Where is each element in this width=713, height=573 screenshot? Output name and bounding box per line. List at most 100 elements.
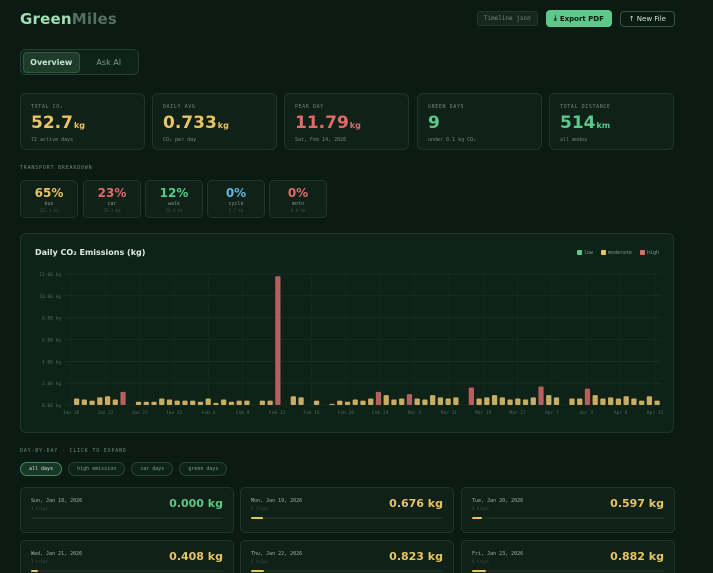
tab-ask-ai[interactable]: Ask AI <box>96 57 122 67</box>
chart-bar <box>507 399 513 405</box>
export-pdf-label: Export PDF <box>559 14 604 23</box>
filter-green-days[interactable]: green days <box>179 462 228 476</box>
chart-bar <box>174 400 180 405</box>
chart-bar <box>546 395 552 405</box>
chart-bar <box>290 396 296 405</box>
chart-bar <box>360 400 366 405</box>
stat-number: 514 <box>560 113 596 133</box>
stat-sub: all modes <box>560 137 588 143</box>
day-card[interactable]: Sun, Jan 18, 2026 1 trips 0.000 kg <box>20 487 234 533</box>
day-progress-track <box>31 517 223 519</box>
chart-bar <box>654 400 660 405</box>
day-card[interactable]: Fri, Jan 23, 2026 6 trips 0.882 kg <box>461 540 675 573</box>
filter-high-emission[interactable]: high emission <box>68 462 126 476</box>
day-kg: 0.882 kg <box>610 550 664 563</box>
x-tick-label: Apr 7 <box>545 410 559 416</box>
mode-card-moto: 0% moto 0.8 km <box>269 180 327 218</box>
x-tick-label: Feb 20 <box>338 410 355 416</box>
tab-overview[interactable]: Overview <box>23 51 80 73</box>
day-progress-fill <box>251 570 265 572</box>
mode-name: cycle <box>228 201 244 207</box>
day-date: Sun, Jan 18, 2026 <box>31 498 83 504</box>
chart-bar <box>166 399 173 405</box>
chart-bar <box>221 399 227 405</box>
day-card[interactable]: Tue, Jan 20, 2026 4 trips 0.597 kg <box>461 487 675 533</box>
chart-bar <box>112 399 118 405</box>
stat-number: 52.7 <box>31 113 73 133</box>
chart-bar <box>515 398 521 405</box>
day-progress-fill <box>472 570 487 572</box>
stat-value: 514km <box>560 114 663 135</box>
chart-bar <box>244 400 250 405</box>
mode-name: car <box>107 201 117 207</box>
day-card[interactable]: Thu, Jan 22, 2026 5 trips 0.823 kg <box>240 540 454 573</box>
chart-bar <box>89 400 95 405</box>
legend-swatch <box>600 250 606 255</box>
chart-bar <box>73 398 80 405</box>
chart-bar <box>577 398 583 405</box>
stat-unit: km <box>596 121 611 130</box>
day-kg: 0.597 kg <box>610 497 664 510</box>
chart-bar <box>135 401 142 405</box>
new-file-button[interactable]: ↑ New File <box>619 10 675 27</box>
y-tick-label: 4.00 kg <box>42 359 61 365</box>
chart-bar <box>205 398 211 405</box>
stat-value: 11.79kg <box>295 114 398 135</box>
stat-label: TOTAL CO₂ <box>31 104 64 110</box>
chart-bar <box>646 396 653 405</box>
mode-name: moto <box>291 201 305 207</box>
chart-bar <box>584 388 591 405</box>
stat-card-daily-avg: DAILY AVG 0.733kg CO₂ per day <box>152 93 277 150</box>
daily-emissions-chart-card: Daily CO₂ Emissions (kg) low moderate hi… <box>20 233 674 433</box>
emissions-bar-chart: 0.00 kg 2.00 kg 4.00 kg 6.00 kg 8.00 kg 10.00… <box>39 272 663 416</box>
chart-bar <box>368 398 374 405</box>
x-tick-label: Feb 4 <box>202 410 216 416</box>
app-logo: GreenMiles <box>20 10 117 28</box>
mode-card-cycle: 0% cycle 1.7 km <box>207 180 265 218</box>
day-card[interactable]: Wed, Jan 21, 2026 3 trips 0.408 kg <box>20 540 234 573</box>
day-date: Mon, Jan 19, 2026 <box>251 498 303 504</box>
stat-unit: kg <box>217 121 229 130</box>
x-tick-label: Mar 19 <box>475 410 492 416</box>
chart-bar <box>383 395 389 405</box>
chart-bar <box>476 398 482 405</box>
stat-value: 52.7kg <box>31 114 134 135</box>
chart-bar <box>182 400 188 405</box>
legend-item-moderate: moderate <box>600 250 632 256</box>
chart-bar <box>236 400 242 405</box>
day-card[interactable]: Mon, Jan 19, 2026 4 trips 0.676 kg <box>240 487 454 533</box>
download-icon: ⤓ <box>553 14 557 22</box>
mode-pct: 65% <box>34 186 64 200</box>
day-progress-track <box>472 570 664 572</box>
chart-bar <box>259 400 266 405</box>
export-pdf-button[interactable]: ⤓ Export PDF <box>545 10 612 27</box>
stat-unit: kg <box>73 121 85 130</box>
y-tick-label: 6.00 kg <box>42 338 61 344</box>
chart-bar <box>151 401 157 405</box>
day-date: Tue, Jan 20, 2026 <box>472 498 524 504</box>
day-progress-fill <box>31 570 38 572</box>
new-file-label: New File <box>636 14 666 23</box>
y-tick-label: 12.00 kg <box>39 272 61 278</box>
filter-car-days[interactable]: car days <box>131 462 174 476</box>
y-tick-label: 2.00 kg <box>42 381 61 387</box>
day-date: Fri, Jan 23, 2026 <box>472 551 524 557</box>
chart-bar <box>499 397 505 405</box>
x-tick-label: Feb 8 <box>236 410 250 416</box>
mode-distance: 58.9 km <box>165 208 183 213</box>
chart-bar <box>484 397 490 405</box>
chart-bar <box>337 400 343 405</box>
stat-card-total-distance: TOTAL DISTANCE 514km all modes <box>549 93 674 150</box>
mode-name: bus <box>44 201 54 207</box>
mode-card-bus: 65% bus 251.1 km <box>20 180 78 218</box>
chart-bar <box>197 401 204 405</box>
day-kg: 0.823 kg <box>389 550 443 563</box>
filter-all-days[interactable]: all days <box>20 462 63 476</box>
day-filters: all days high emission car days green da… <box>20 462 228 476</box>
daybyday-title: DAY-BY-DAY · CLICK TO EXPAND <box>20 448 127 454</box>
chart-bar <box>298 397 304 405</box>
chart-bar <box>453 397 459 405</box>
chart-bar <box>399 398 405 405</box>
y-tick-label: 10.00 kg <box>39 294 61 300</box>
stat-card-total-co2: TOTAL CO₂ 52.7kg 72 active days <box>20 93 145 150</box>
